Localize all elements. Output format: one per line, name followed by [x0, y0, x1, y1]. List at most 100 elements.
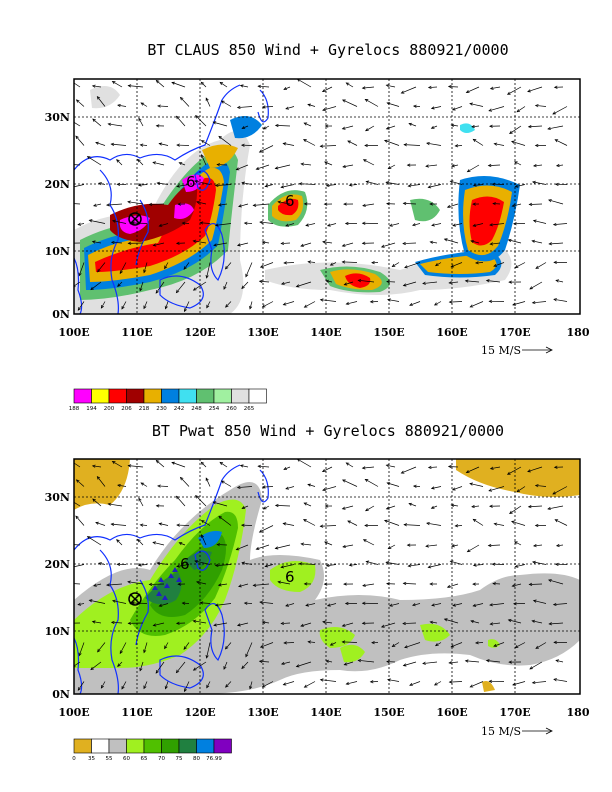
wind-vector-head	[98, 182, 102, 186]
wind-vector	[263, 505, 270, 510]
wind-vector-head	[489, 124, 493, 128]
wind-vector-head	[555, 279, 560, 283]
wind-vector-head	[547, 506, 551, 511]
wind-vector-head	[341, 640, 346, 644]
legend-swatch	[143, 388, 162, 404]
wind-vector-head	[507, 618, 512, 623]
wind-vector	[492, 583, 501, 585]
wind-vector-head	[255, 546, 260, 550]
wind-vector	[238, 203, 249, 207]
wind-vector-head	[86, 536, 91, 540]
wind-vector	[296, 281, 312, 287]
wind-vector	[322, 86, 333, 92]
panel2-map: 6 6	[74, 459, 580, 694]
wind-vector	[493, 642, 505, 647]
wind-vector-head	[303, 122, 308, 126]
wind-vector	[386, 84, 396, 88]
wind-vector-head	[402, 201, 407, 206]
wind-vector	[490, 466, 501, 470]
wind-vector	[342, 544, 354, 548]
wind-vector-head	[175, 241, 180, 245]
wind-vector-head	[362, 583, 366, 587]
wind-vector	[466, 466, 480, 473]
svg-text:130E: 130E	[247, 326, 278, 339]
wind-vector-head	[386, 482, 391, 486]
wind-vector	[470, 301, 484, 308]
wind-vector	[213, 501, 228, 507]
wind-vector-head	[111, 599, 116, 603]
svg-text:20N: 20N	[45, 178, 70, 191]
wind-vector	[408, 503, 417, 507]
panel2-frame	[73, 458, 581, 695]
wind-vector	[344, 281, 354, 286]
wind-vector-head	[472, 223, 477, 227]
wind-vector	[492, 203, 501, 205]
wind-vector	[403, 582, 417, 585]
wind-vector-head	[307, 103, 312, 107]
wind-vector	[218, 516, 232, 526]
wind-vector	[512, 583, 522, 587]
wind-vector-head	[252, 583, 257, 587]
wind-vector	[283, 301, 295, 306]
wind-vector-head	[219, 461, 224, 466]
wind-vector-head	[364, 143, 368, 148]
wind-vector-head	[277, 200, 282, 204]
wind-vector-head	[386, 660, 390, 664]
wind-vector	[74, 281, 81, 287]
wind-vector-head	[341, 243, 346, 247]
wind-vector	[326, 564, 337, 567]
wind-vector-head	[282, 142, 287, 146]
wind-vector-head	[303, 202, 308, 206]
wind-vector-head	[200, 140, 205, 144]
wind-vector-head	[400, 470, 405, 474]
wind-vector-head	[321, 89, 326, 92]
wind-vector-head	[220, 480, 225, 484]
wind-vector-head	[493, 643, 497, 647]
wind-vector-head	[364, 523, 368, 528]
wind-vector-head	[511, 204, 516, 208]
wind-vector-head	[431, 223, 435, 227]
wind-vector-head	[422, 281, 426, 285]
wind-vector	[430, 621, 438, 624]
wind-vector	[296, 661, 312, 667]
wind-vector	[281, 661, 291, 665]
wind-vector	[308, 261, 316, 263]
wind-vector	[515, 564, 526, 568]
wind-vector-head	[303, 519, 307, 523]
wind-vector-head	[361, 86, 366, 90]
wind-vector	[447, 203, 459, 208]
wind-vector-head	[97, 268, 101, 273]
wind-vector	[547, 505, 564, 510]
wind-vector-head	[201, 534, 204, 538]
wind-vector	[260, 262, 274, 268]
wind-vector	[431, 223, 442, 226]
wind-vector	[386, 181, 400, 185]
wind-vector	[263, 125, 270, 130]
wind-vector-head	[489, 223, 493, 227]
wind-vector-head	[412, 223, 416, 227]
wind-vector	[392, 642, 400, 647]
wind-vector-head	[307, 483, 312, 487]
wind-vector-head	[489, 242, 494, 246]
wind-vector	[488, 544, 501, 546]
wind-vector	[428, 184, 442, 188]
wind-vector-head	[155, 290, 159, 294]
wind-vector	[547, 125, 564, 130]
wind-vector	[285, 223, 295, 227]
wind-vector-head	[465, 470, 470, 473]
wind-vector	[431, 125, 438, 129]
wind-vector-head	[110, 620, 115, 625]
wind-vector-head	[245, 653, 249, 658]
wind-vector	[349, 184, 358, 186]
wind-vector	[512, 301, 526, 306]
wind-vector	[297, 459, 312, 468]
wind-vector	[304, 681, 316, 688]
wind-vector-head	[527, 469, 531, 473]
wind-vector-head	[472, 518, 477, 523]
wind-vector	[241, 182, 253, 185]
wind-vector	[307, 484, 316, 487]
wind-vector	[184, 681, 190, 692]
wind-vector	[386, 125, 396, 130]
gyre-a-marker	[128, 212, 142, 226]
wind-vector	[490, 86, 501, 90]
